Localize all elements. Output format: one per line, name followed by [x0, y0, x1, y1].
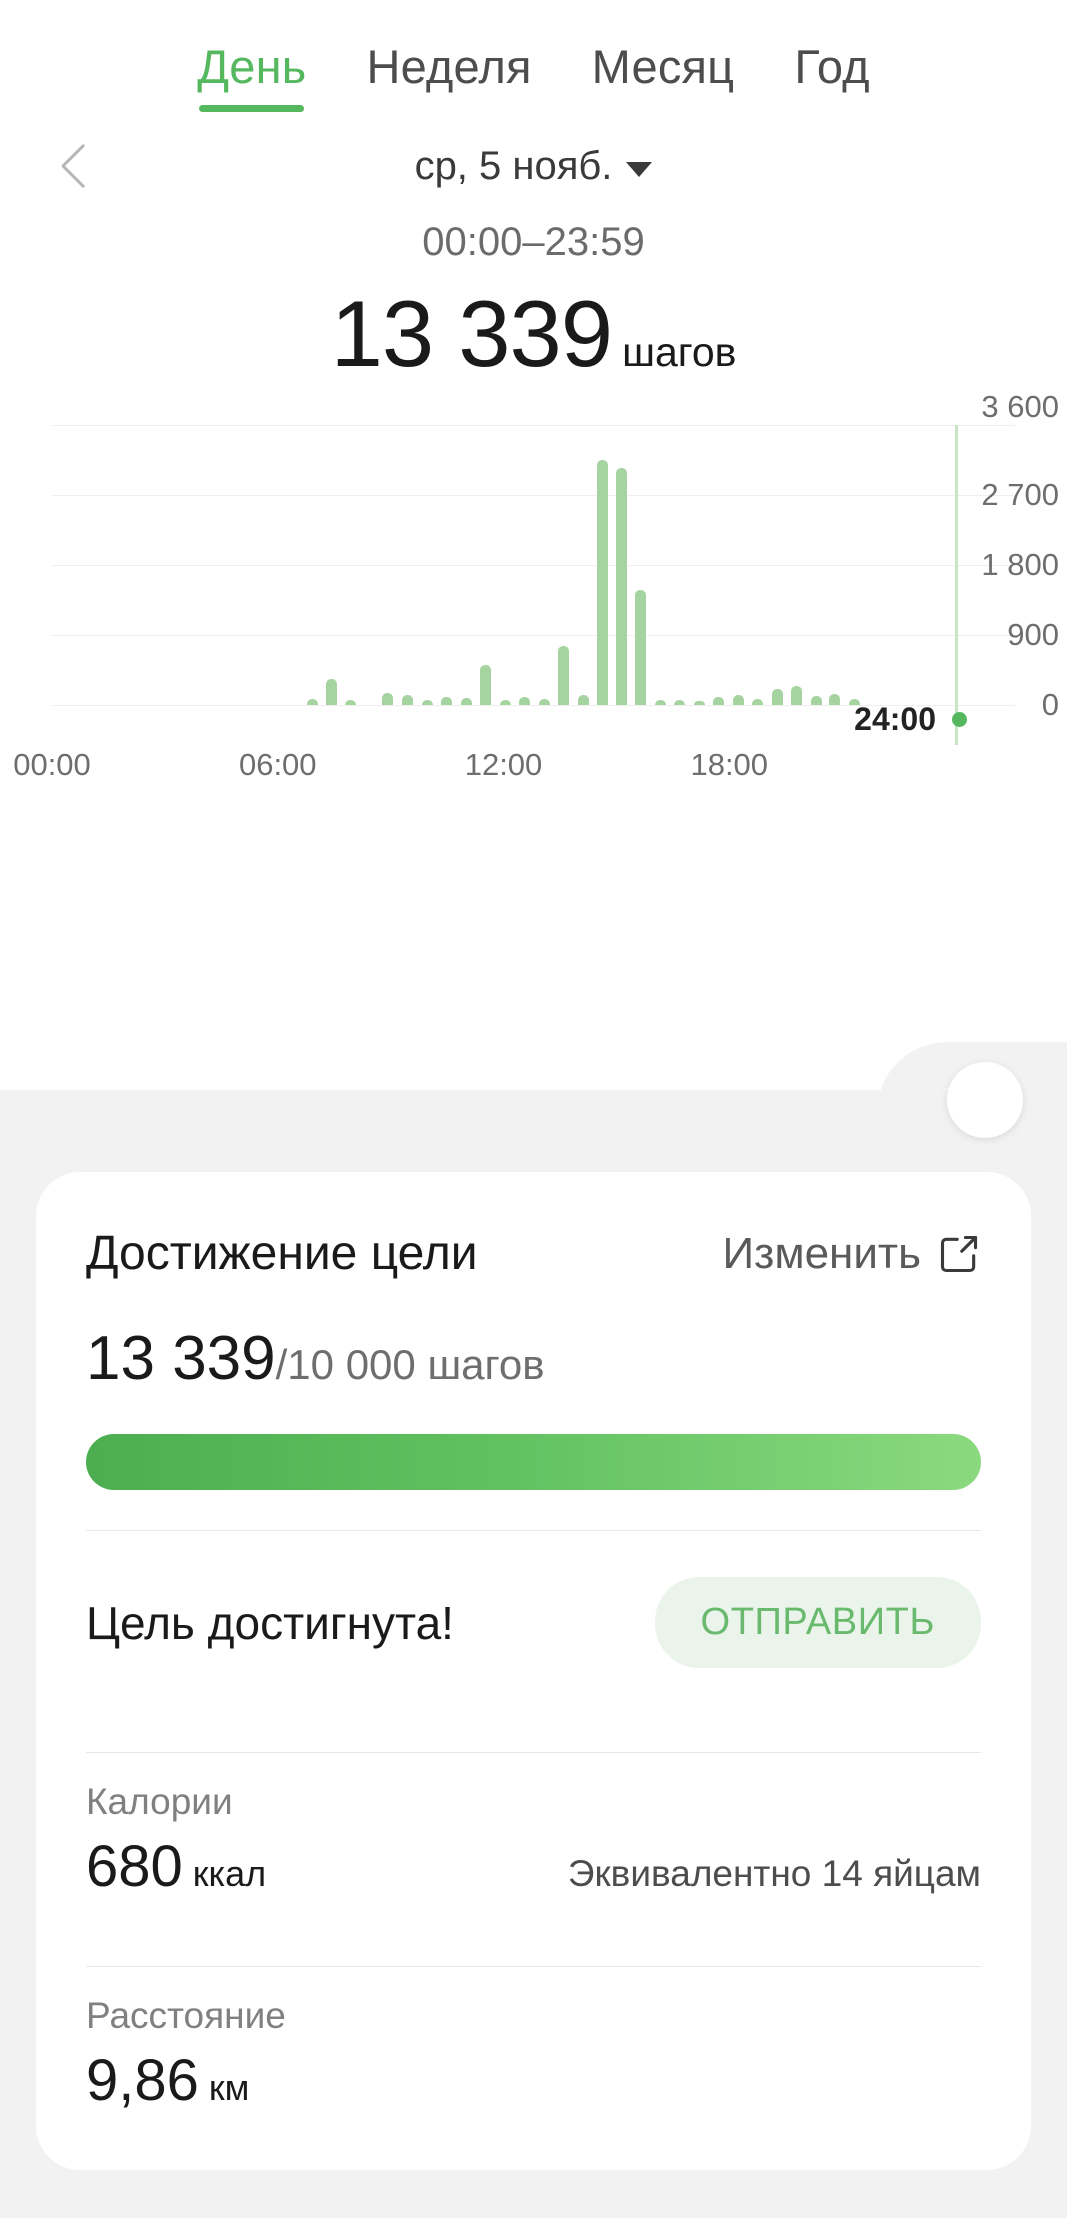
chart-bar [325, 678, 337, 705]
gridline [52, 495, 1015, 496]
gridline [52, 425, 1015, 426]
metric-unit: км [208, 2067, 250, 2108]
end-time-label: 24:00 [854, 701, 936, 737]
goal-progress-bar [86, 1434, 981, 1490]
chart-bar [596, 460, 608, 705]
divider [86, 1530, 981, 1531]
chart-bar [655, 700, 667, 705]
goal-card-header: Достижение цели Изменить [86, 1226, 981, 1281]
chart-bar [849, 698, 861, 705]
goal-progress-text: 13 339 /10 000 шагов [86, 1323, 981, 1394]
metric-distance[interactable]: Расстояние 9,86 км [86, 1967, 981, 2140]
metric-name: Калории [86, 1781, 233, 1822]
chart-bar [790, 686, 802, 705]
chart-bar [344, 700, 356, 705]
goal-total-value: /10 000 шагов [275, 1341, 545, 1388]
chart-bar [674, 700, 686, 705]
edit-square-icon [937, 1232, 981, 1276]
chart-bar [382, 693, 394, 705]
chart-bar [422, 700, 434, 705]
chart-bar [771, 688, 783, 705]
edit-goal-label: Изменить [722, 1228, 921, 1278]
goal-card-title: Достижение цели [86, 1227, 478, 1280]
y-axis-tick: 0 [1041, 687, 1059, 722]
metric-unit: ккал [192, 1853, 267, 1894]
chart-bar [810, 695, 822, 705]
chart-cursor-line [955, 425, 958, 745]
chart-bar [712, 697, 724, 705]
chart-bars [52, 425, 955, 705]
chart-plot-area: 3 600 2 700 1 800 900 0 [52, 389, 1059, 745]
period-tabs: День Неделя Месяц Год [0, 0, 1067, 120]
date-text: ср, 5 нояб. [414, 143, 613, 188]
metric-note: Эквивалентно 14 яйцам [567, 1853, 981, 1894]
chart-bar [635, 589, 647, 705]
gridline [52, 635, 1015, 636]
chart-bar [402, 694, 414, 705]
y-axis-tick: 3 600 [981, 389, 1059, 424]
y-axis-tick: 900 [1007, 617, 1059, 652]
tab-year[interactable]: Год [794, 40, 870, 93]
tab-month[interactable]: Месяц [591, 40, 735, 93]
steps-bar-chart[interactable]: 3 600 2 700 1 800 900 0 00:00 06:00 12:00 1… [0, 389, 1067, 835]
chart-bar [441, 697, 453, 705]
chart-end-marker: 24:00 [854, 701, 967, 738]
chart-bar [732, 694, 744, 705]
chart-bar [751, 699, 763, 705]
chart-bar [461, 697, 473, 705]
metric-name: Расстояние [86, 1995, 286, 2036]
metric-value: 9,86 [86, 2048, 199, 2113]
live-dot-icon [952, 712, 967, 727]
chevron-left-icon[interactable] [52, 140, 96, 192]
tab-day[interactable]: День [197, 39, 306, 120]
chart-bar [829, 694, 841, 705]
metric-value-row: 680 ккал Эквивалентно 14 яйцам [86, 1833, 981, 1900]
date-navigation: ср, 5 нояб. [0, 120, 1067, 212]
metric-value-row: 9,86 км [86, 2047, 981, 2114]
chart-bar [577, 694, 589, 705]
chart-bar [518, 697, 530, 705]
chart-bar [616, 467, 628, 705]
send-button[interactable]: ОТПРАВИТЬ [654, 1577, 981, 1668]
gridline [52, 565, 1015, 566]
chart-bar [480, 664, 492, 705]
chart-bar [538, 698, 550, 705]
chart-bar [499, 699, 511, 705]
date-selector[interactable]: ср, 5 нояб. [415, 144, 653, 189]
chevron-down-icon [626, 161, 653, 177]
divider [86, 1752, 981, 1753]
goal-status-text: Цель достигнута! [86, 1596, 454, 1649]
metric-calories[interactable]: Калории 680 ккал Эквивалентно 14 яйцам [86, 1753, 981, 1926]
x-axis-tick: 06:00 [238, 747, 317, 782]
y-axis-tick: 1 800 [981, 547, 1059, 582]
sheet-drag-handle[interactable] [947, 1062, 1023, 1138]
x-axis-tick: 00:00 [13, 747, 91, 782]
x-axis-tick: 18:00 [690, 747, 769, 782]
divider [86, 1966, 981, 1967]
gridline [52, 705, 1015, 706]
goal-card: Достижение цели Изменить 13 339 /10 000 … [36, 1172, 1031, 2170]
y-axis-tick: 2 700 [981, 477, 1059, 512]
x-axis-tick: 12:00 [464, 747, 543, 782]
metric-value: 680 [86, 1834, 183, 1899]
edit-goal-button[interactable]: Изменить [723, 1229, 981, 1279]
steps-unit: шагов [622, 329, 737, 375]
goal-current-value: 13 339 [86, 1324, 276, 1393]
chart-bar [694, 700, 706, 705]
goal-status-row: Цель достигнута! ОТПРАВИТЬ [86, 1531, 981, 1712]
x-axis: 00:00 06:00 12:00 18:00 [13, 747, 955, 793]
tab-week[interactable]: Неделя [366, 40, 532, 93]
steps-summary: 13 339 шагов [0, 287, 1067, 381]
steps-value: 13 339 [330, 281, 614, 386]
time-range-label: 00:00–23:59 [422, 220, 645, 264]
chart-bar [557, 645, 569, 705]
chart-bar [306, 699, 318, 705]
